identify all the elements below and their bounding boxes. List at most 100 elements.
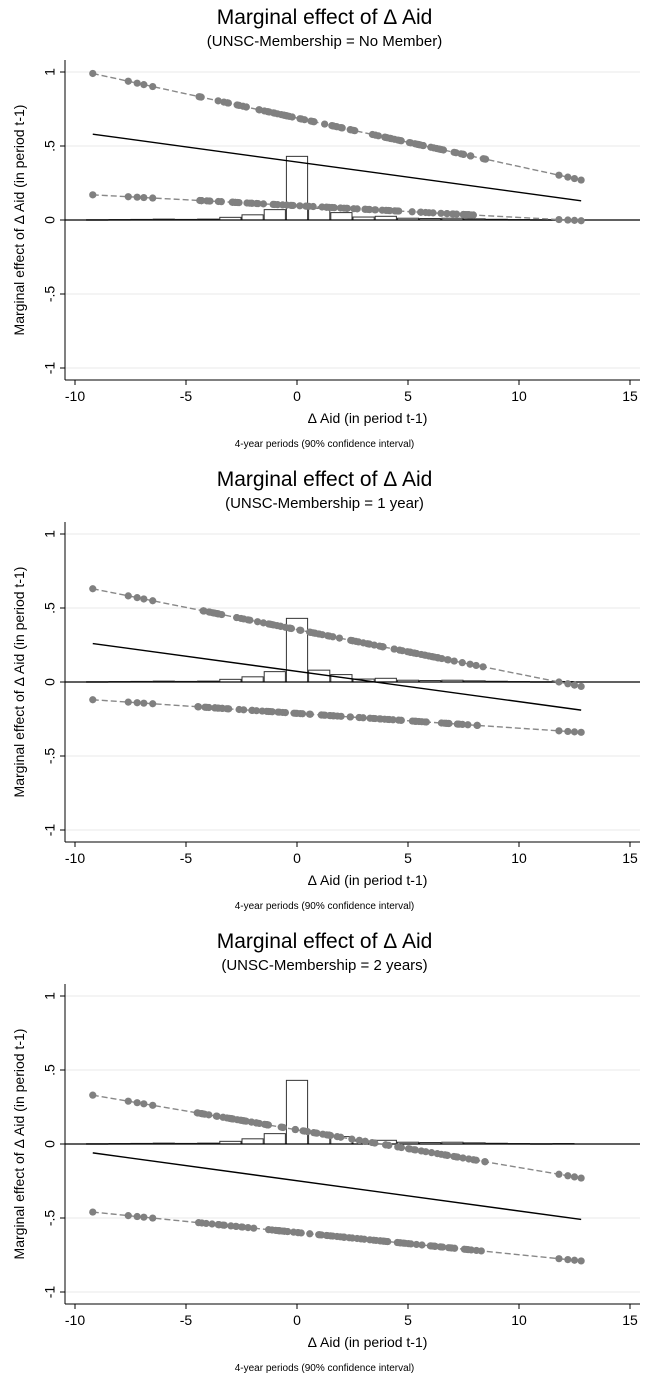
ci-marker xyxy=(199,607,208,615)
ci-marker xyxy=(321,120,329,128)
x-tick-label: 0 xyxy=(293,388,301,404)
ci-marker xyxy=(577,728,585,736)
ci-marker xyxy=(428,1149,436,1157)
ci-marker xyxy=(328,203,336,212)
ci-marker xyxy=(208,1220,216,1228)
ci-marker xyxy=(395,716,403,724)
x-tick-label: 5 xyxy=(404,850,412,866)
ci-marker xyxy=(300,116,309,124)
y-tick-label: .5 xyxy=(42,140,58,152)
x-tick-label: -5 xyxy=(180,1312,193,1328)
y-tick-label: .5 xyxy=(42,602,58,614)
ci-marker xyxy=(89,585,97,593)
ci-marker xyxy=(210,609,218,617)
x-tick-label: 0 xyxy=(293,850,301,866)
ci-marker xyxy=(564,1172,572,1180)
ci-marker xyxy=(417,1147,425,1155)
ci-marker xyxy=(149,597,157,605)
ci-marker xyxy=(338,124,346,132)
ci-marker xyxy=(413,649,421,658)
chart-title: Marginal effect of Δ Aid xyxy=(216,468,433,491)
ci-marker xyxy=(238,1223,247,1231)
x-tick-label: -10 xyxy=(65,1312,85,1328)
ci-marker xyxy=(321,711,329,719)
ci-marker xyxy=(375,715,384,723)
x-tick-label: 5 xyxy=(404,1312,412,1328)
ci-marker xyxy=(394,207,402,215)
chart-title: Marginal effect of Δ Aid xyxy=(216,930,433,953)
plot-area: -1 -.5 0 .5 1 -10 -5 0 5 10 15 Δ Aid (in period t-1… xyxy=(11,522,640,888)
y-tick-label: .5 xyxy=(42,1064,58,1076)
ci-marker xyxy=(464,211,473,219)
ci-marker xyxy=(296,202,304,210)
ci-marker xyxy=(306,1230,314,1238)
ci-upper-line xyxy=(92,588,582,688)
ci-marker xyxy=(466,660,474,668)
ci-marker xyxy=(361,1137,369,1146)
ci-marker xyxy=(227,1222,235,1230)
ci-marker xyxy=(348,1135,356,1143)
ci-marker xyxy=(408,208,416,216)
ci-marker xyxy=(89,69,97,78)
x-tick-label: -10 xyxy=(65,850,85,866)
ci-marker xyxy=(389,716,397,724)
ci-marker xyxy=(401,1239,409,1247)
x-tick-label: 15 xyxy=(622,1312,638,1328)
x-tick-label: -5 xyxy=(180,388,193,404)
plot-area: -1 -.5 0 .5 1 -10 -5 0 5 10 15 Δ Aid (in period t-1… xyxy=(11,60,640,426)
ci-marker xyxy=(133,699,141,707)
ci-marker xyxy=(316,1231,324,1239)
y-tick-label: -.5 xyxy=(42,286,58,303)
ci-marker xyxy=(436,145,445,153)
ci-marker xyxy=(220,1221,229,1229)
ci-marker xyxy=(287,624,296,633)
ci-marker xyxy=(343,204,351,212)
ci-marker xyxy=(390,135,399,143)
ci-marker xyxy=(564,727,572,736)
ci-marker xyxy=(577,1174,585,1182)
ci-marker xyxy=(223,99,232,107)
ci-marker xyxy=(124,193,132,201)
ci-marker xyxy=(357,1235,365,1243)
y-tick-label: 1 xyxy=(42,530,58,538)
ci-marker xyxy=(443,656,451,664)
ci-marker xyxy=(271,1226,280,1234)
ci-marker xyxy=(459,1154,467,1162)
ci-marker xyxy=(253,618,262,626)
ci-marker xyxy=(374,132,382,140)
ci-marker xyxy=(289,1228,298,1236)
ci-marker xyxy=(124,1097,132,1105)
ci-marker xyxy=(393,1238,401,1247)
ci-marker xyxy=(386,207,394,215)
ci-marker xyxy=(248,1118,256,1126)
ci-marker xyxy=(268,708,276,716)
ci-marker xyxy=(570,1173,579,1181)
ci-marker xyxy=(385,1141,393,1149)
ci-marker xyxy=(205,197,213,205)
x-tick-label: 10 xyxy=(511,388,527,404)
ci-marker xyxy=(564,1255,572,1264)
estimate-line xyxy=(92,133,582,202)
ci-marker xyxy=(313,1129,321,1137)
ci-marker xyxy=(421,718,429,726)
ci-marker xyxy=(555,171,563,179)
ci-marker xyxy=(322,203,330,211)
ci-marker xyxy=(248,199,256,207)
ci-marker xyxy=(323,1231,332,1240)
chart-note: 4-year periods (90% confidence interval) xyxy=(234,439,415,450)
ci-upper-line xyxy=(92,72,582,181)
chart-note: 4-year periods (90% confidence interval) xyxy=(234,1363,415,1374)
ci-marker xyxy=(273,110,282,118)
ci-marker xyxy=(430,144,438,152)
y-axis-title: Marginal effect of Δ Aid (in period t-1) xyxy=(11,105,27,336)
ci-marker xyxy=(472,661,480,670)
ci-marker xyxy=(149,700,157,708)
ci-marker xyxy=(268,621,276,629)
ci-marker xyxy=(464,1246,472,1254)
ci-marker xyxy=(449,210,457,218)
ci-marker xyxy=(369,714,377,723)
ci-marker xyxy=(140,193,148,202)
ci-marker xyxy=(149,1101,157,1109)
ci-marker xyxy=(248,706,256,714)
ci-marker xyxy=(258,707,266,715)
